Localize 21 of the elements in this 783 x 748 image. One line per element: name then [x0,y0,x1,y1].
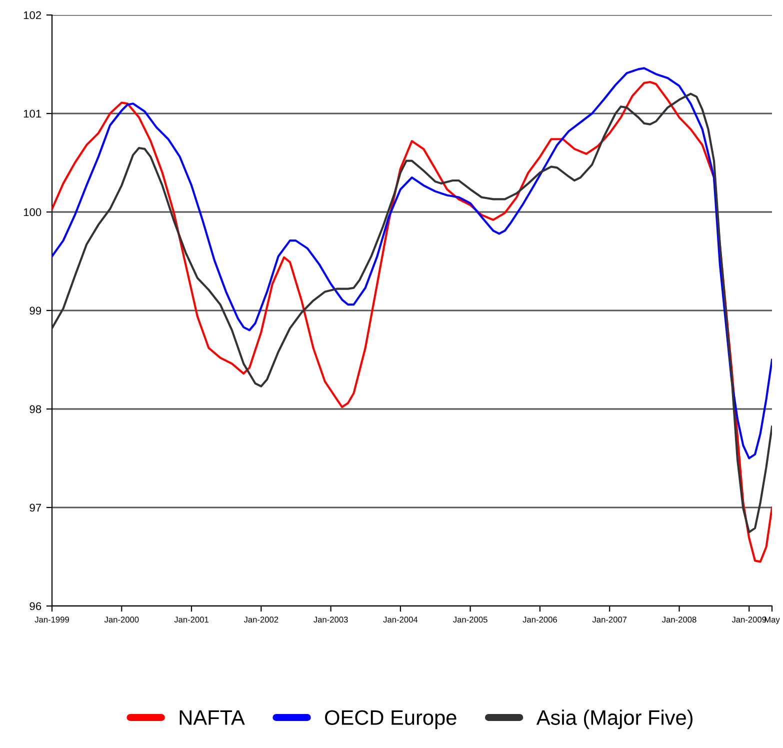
y-tick-label: 97 [30,504,42,512]
line-series [52,67,772,460]
x-tick-label: Jan-2003 [314,616,348,623]
x-tick-label: Jan-2007 [592,616,627,623]
legend-label: Asia (Major Five) [536,710,693,730]
y-tick-label: 96 [30,602,42,610]
y-tick-label: 98 [30,405,42,414]
x-tick-label: Jan-2008 [662,616,696,623]
x-tick-label: Jan-2006 [522,616,557,623]
x-tick-label: Jan-1999 [34,616,69,623]
x-tick-label: Jan-2005 [453,616,488,623]
legend-label: NAFTA [180,710,245,725]
x-tick-label: Jan-2000 [104,616,139,623]
legend-label: OECD Europe [325,710,456,730]
x-tick-label: Jan-2002 [244,616,278,623]
x-tick-label: Jan-2004 [383,616,418,623]
x-tick-label: Jan-2001 [174,616,208,623]
y-tick-label: 102 [24,11,42,20]
y-tick-label: 99 [30,306,42,315]
y-tick-label: 101 [24,110,42,118]
y-tick-label: 100 [24,208,42,216]
